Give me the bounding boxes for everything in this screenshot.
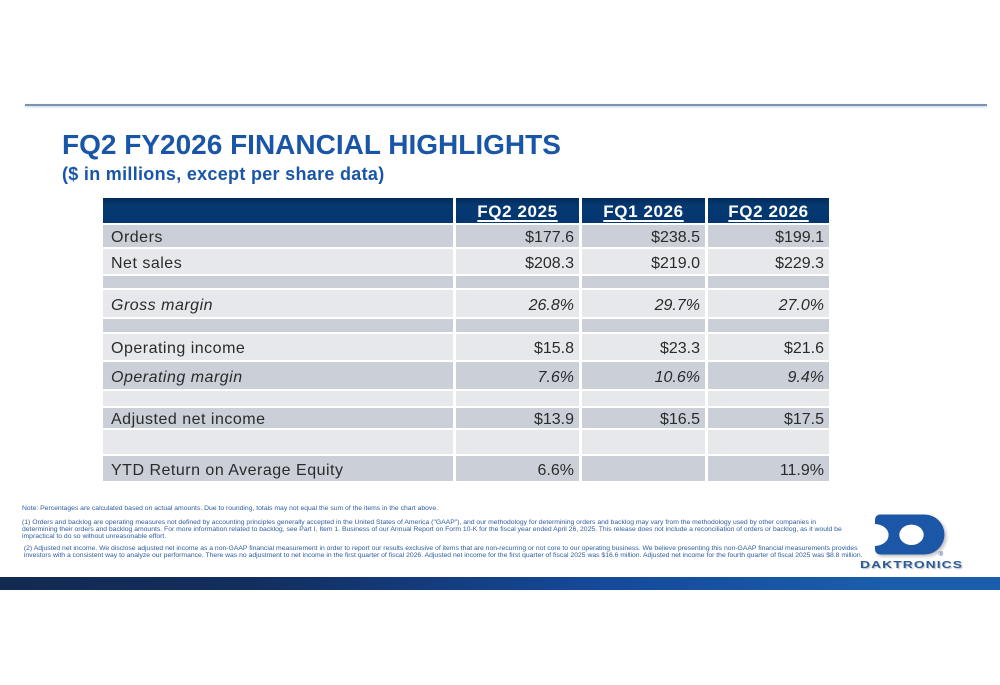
svg-text:®: ® <box>939 550 944 558</box>
